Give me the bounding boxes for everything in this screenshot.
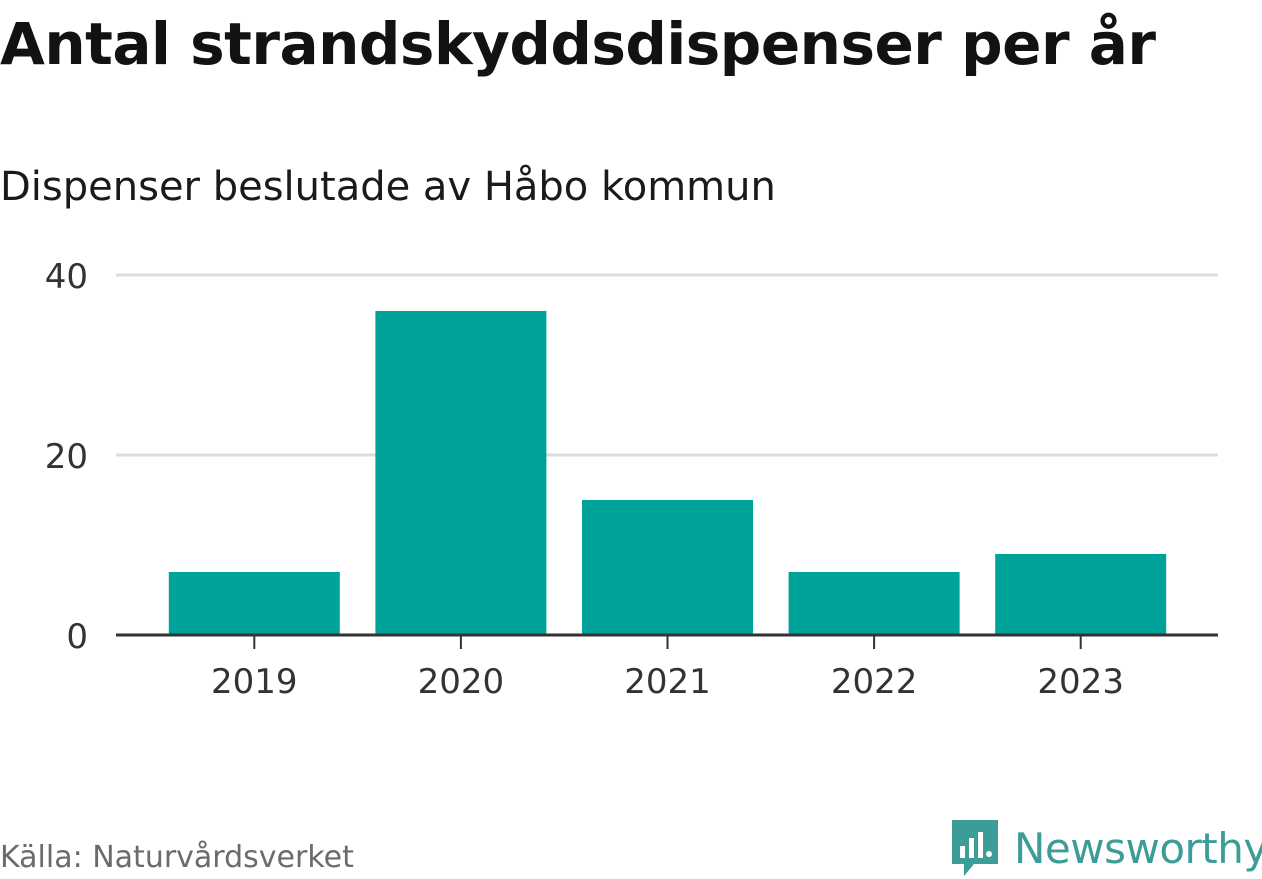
bar <box>788 572 960 635</box>
chart-subtitle: Dispenser beslutade av Håbo kommun <box>0 164 776 210</box>
bar <box>375 311 547 635</box>
bar <box>582 500 753 635</box>
newsworthy-logo-text: Newsworthy <box>1014 823 1262 873</box>
y-tick-label: 20 <box>45 437 88 477</box>
bar-chart: 0 20 40 2019 2020 2021 2022 2023 <box>45 257 1218 702</box>
x-tick-label: 2022 <box>831 662 918 702</box>
x-tick-label: 2021 <box>624 662 711 702</box>
newsworthy-logo-icon <box>952 820 998 876</box>
source-note: Källa: Naturvårdsverket <box>0 840 354 875</box>
x-tick-label: 2019 <box>211 662 298 702</box>
bar <box>995 554 1167 635</box>
bar <box>168 572 340 635</box>
y-tick-label: 0 <box>66 617 88 657</box>
x-tick-label: 2023 <box>1037 662 1124 702</box>
chart-title: Antal strandskyddsdispenser per år <box>0 10 1156 78</box>
newsworthy-logo: Newsworthy <box>950 818 1262 878</box>
y-tick-label: 40 <box>45 257 88 297</box>
x-tick-label: 2020 <box>418 662 505 702</box>
